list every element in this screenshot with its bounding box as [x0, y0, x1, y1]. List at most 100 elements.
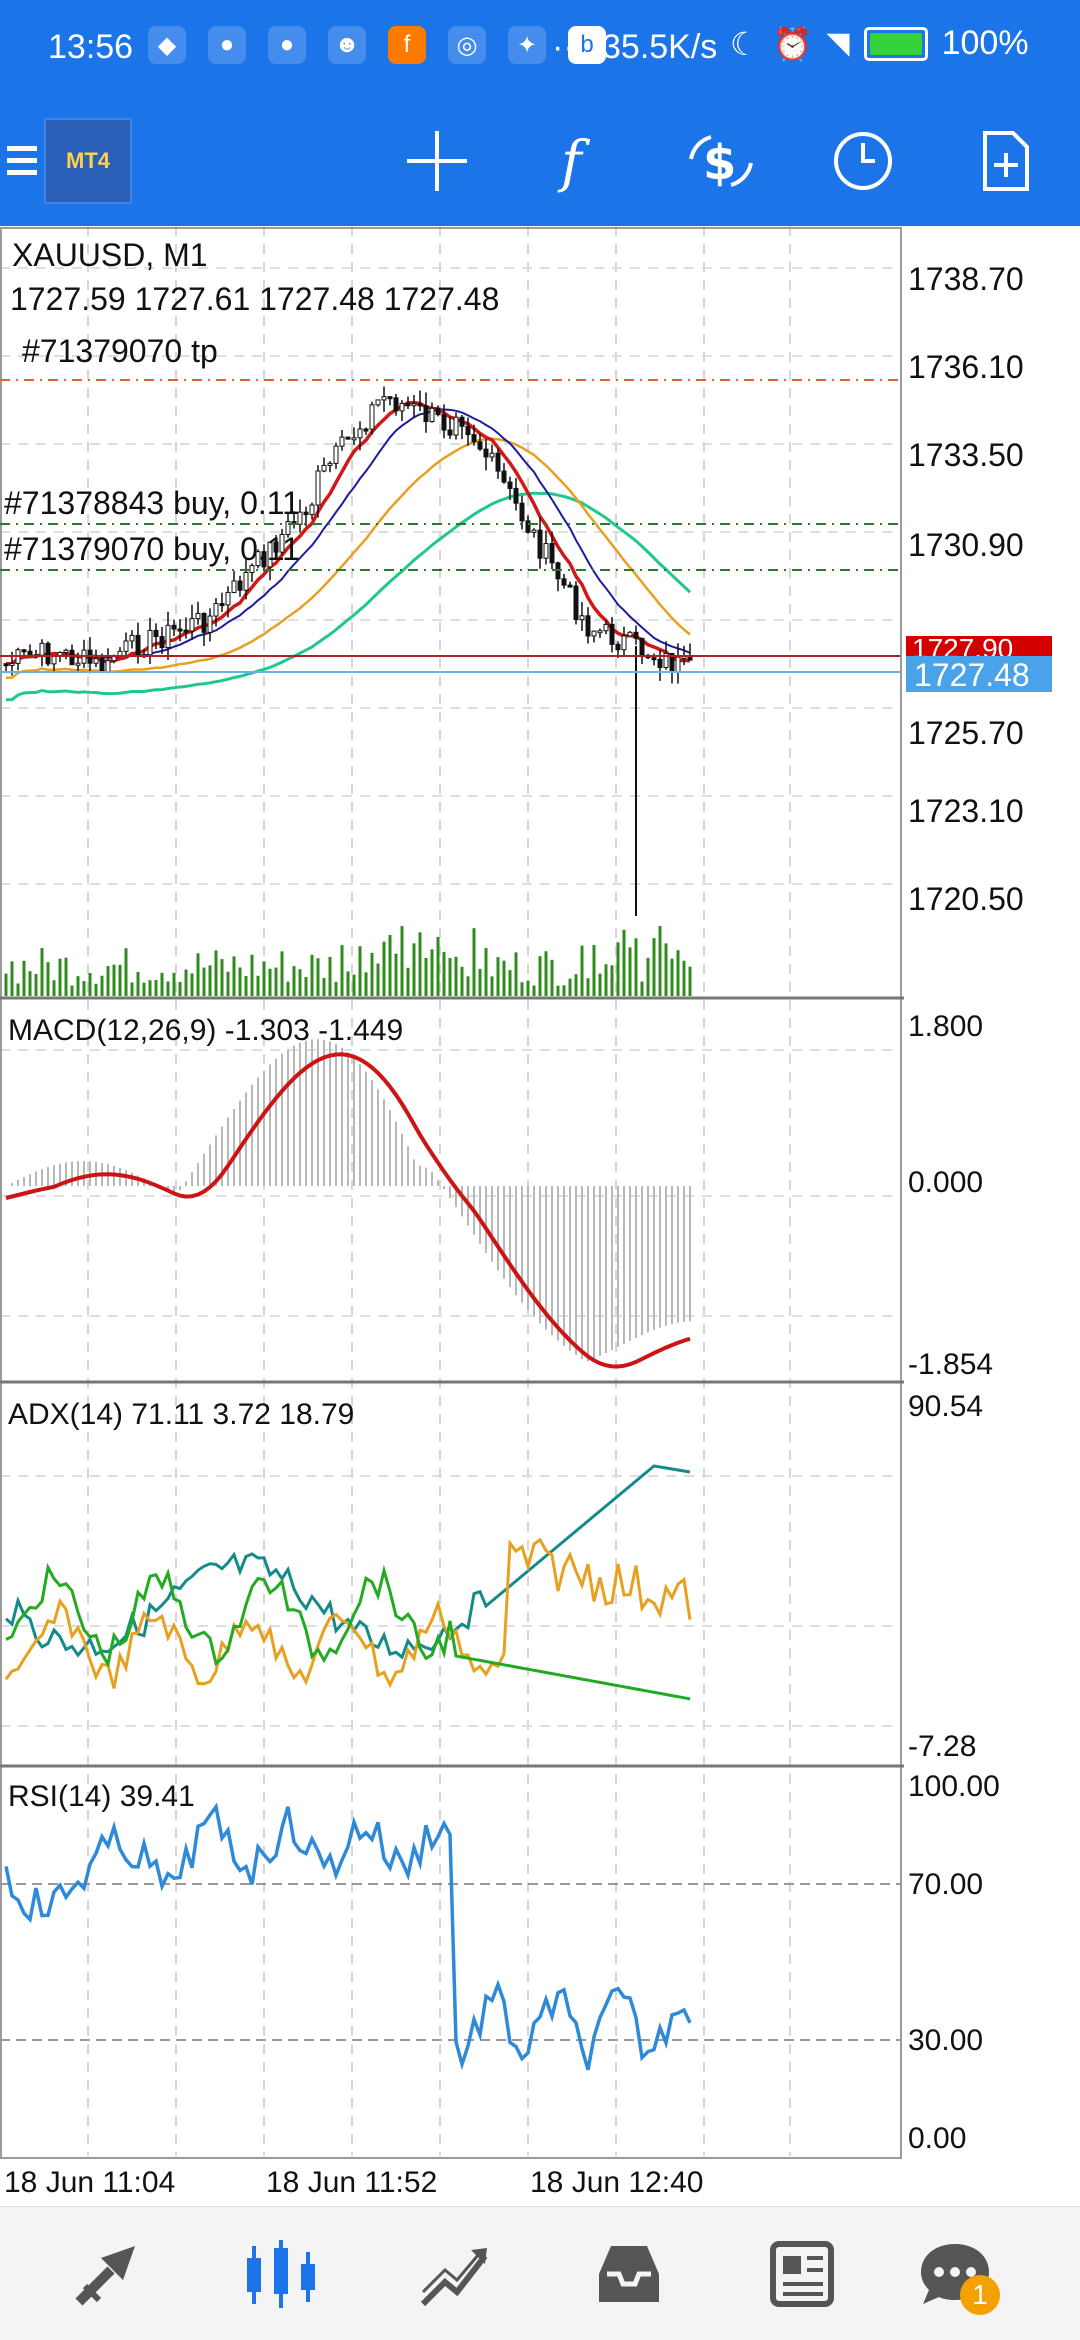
candle-body [63, 649, 69, 653]
candle-body [207, 615, 213, 633]
candle-body [267, 541, 273, 568]
bell-icon: ● [208, 26, 246, 64]
volume-bar [100, 975, 104, 996]
nav-quotes[interactable] [52, 2229, 162, 2319]
candle-body [387, 396, 393, 400]
nav-chart[interactable] [226, 2229, 336, 2319]
battery-icon [863, 26, 928, 61]
menu-button[interactable] [0, 116, 72, 206]
nav-news[interactable] [746, 2229, 856, 2319]
tp-order-label: #71379070 tp [22, 333, 218, 369]
candle-body [279, 534, 285, 553]
candle-body [519, 502, 525, 522]
candle-body [129, 634, 135, 642]
time-tick: 18 Jun 11:04 [4, 2166, 175, 2199]
function-icon: f [557, 130, 591, 193]
volume-bar [220, 959, 224, 996]
volume-bar [676, 950, 680, 996]
candle-body [315, 470, 321, 506]
candle-body [159, 636, 165, 649]
dollar-exchange-icon: $ [689, 135, 753, 191]
alarm-icon: ⏰ [772, 25, 813, 62]
volume-bar [520, 982, 524, 996]
candle-body [483, 448, 489, 458]
candle-body [363, 428, 369, 432]
candle-body [357, 428, 363, 439]
trade-button[interactable]: $ [676, 116, 766, 206]
nav-trade[interactable] [400, 2229, 510, 2319]
price-tick: 1723.10 [908, 793, 1024, 829]
volume-bar [184, 969, 188, 996]
new-order-button[interactable] [960, 116, 1050, 206]
battery-percent: 100% [941, 24, 1029, 62]
volume-bar [112, 964, 116, 996]
crosshair-button[interactable] [392, 116, 482, 206]
volume-bar [82, 981, 86, 996]
price-tick: 1720.50 [908, 881, 1024, 917]
candle-body [531, 529, 537, 533]
candle-body [213, 603, 219, 617]
candle-body [231, 580, 237, 593]
current-price-tag [906, 656, 1052, 692]
volume-bar [268, 968, 272, 996]
volume-bar [4, 973, 8, 996]
volume-bar [496, 957, 500, 996]
price-tick: 1733.50 [908, 437, 1024, 473]
nav-chat[interactable]: 1 [900, 2229, 1010, 2319]
price-tick: 1738.70 [908, 261, 1024, 297]
volume-bar [622, 929, 626, 996]
volume-bar [460, 966, 464, 996]
candle-body [219, 603, 225, 607]
macd-tick: 0.000 [908, 1166, 983, 1199]
volume-bar [160, 972, 164, 996]
volume-bar [148, 980, 152, 996]
app-icon: ✦ [508, 26, 546, 64]
volume-bar [226, 971, 230, 996]
candle-body [303, 511, 309, 516]
candle-body [549, 543, 555, 564]
candle-body [513, 487, 519, 504]
candle-body [429, 407, 435, 423]
chart-canvas[interactable]: XAUUSD, M1 1727.59 1727.61 1727.48 1727.… [0, 226, 1080, 2206]
volume-bar [262, 961, 266, 996]
volume-bar [274, 967, 278, 996]
volume-bar [586, 978, 590, 996]
volume-bar [454, 956, 458, 996]
volume-bar [298, 969, 302, 996]
quotes-arrows-icon [75, 2246, 135, 2306]
candle-body [615, 643, 621, 651]
volume-bar [514, 952, 518, 996]
volume-bar [376, 963, 380, 996]
volume-bar [544, 951, 548, 996]
volume-bar [532, 985, 536, 996]
candle-body [585, 615, 591, 637]
volume-bar [202, 967, 206, 996]
candle-body [225, 591, 231, 606]
volume-bar [214, 950, 218, 996]
candle-body [99, 658, 105, 673]
volume-bar [658, 926, 662, 996]
volume-bar [430, 949, 434, 996]
volume-bar [340, 945, 344, 996]
candle-body [165, 624, 171, 649]
volume-bar [166, 981, 170, 996]
logo-text: MT4 [66, 148, 110, 173]
chart-area[interactable]: XAUUSD, M1 1727.59 1727.61 1727.48 1727.… [0, 226, 1080, 2206]
indicators-button[interactable]: f [534, 116, 624, 206]
chart-frame [0, 227, 902, 2159]
macd-signal-line [5, 1052, 691, 1369]
candle-body [405, 402, 411, 407]
adx-plus-di-line [4, 1537, 692, 1689]
nav-history[interactable] [574, 2229, 684, 2319]
candle-body [639, 637, 645, 656]
candle-body [375, 399, 381, 406]
volume-bar [574, 974, 578, 996]
timeframe-button[interactable] [818, 116, 908, 206]
ma-red-line [5, 400, 691, 666]
bell-icon: ● [268, 26, 306, 64]
volume-bar [346, 971, 350, 996]
volume-bar [178, 981, 182, 996]
candle-body [447, 429, 453, 436]
app-logo[interactable]: MT4 [44, 118, 132, 204]
volume-bar [388, 934, 392, 996]
